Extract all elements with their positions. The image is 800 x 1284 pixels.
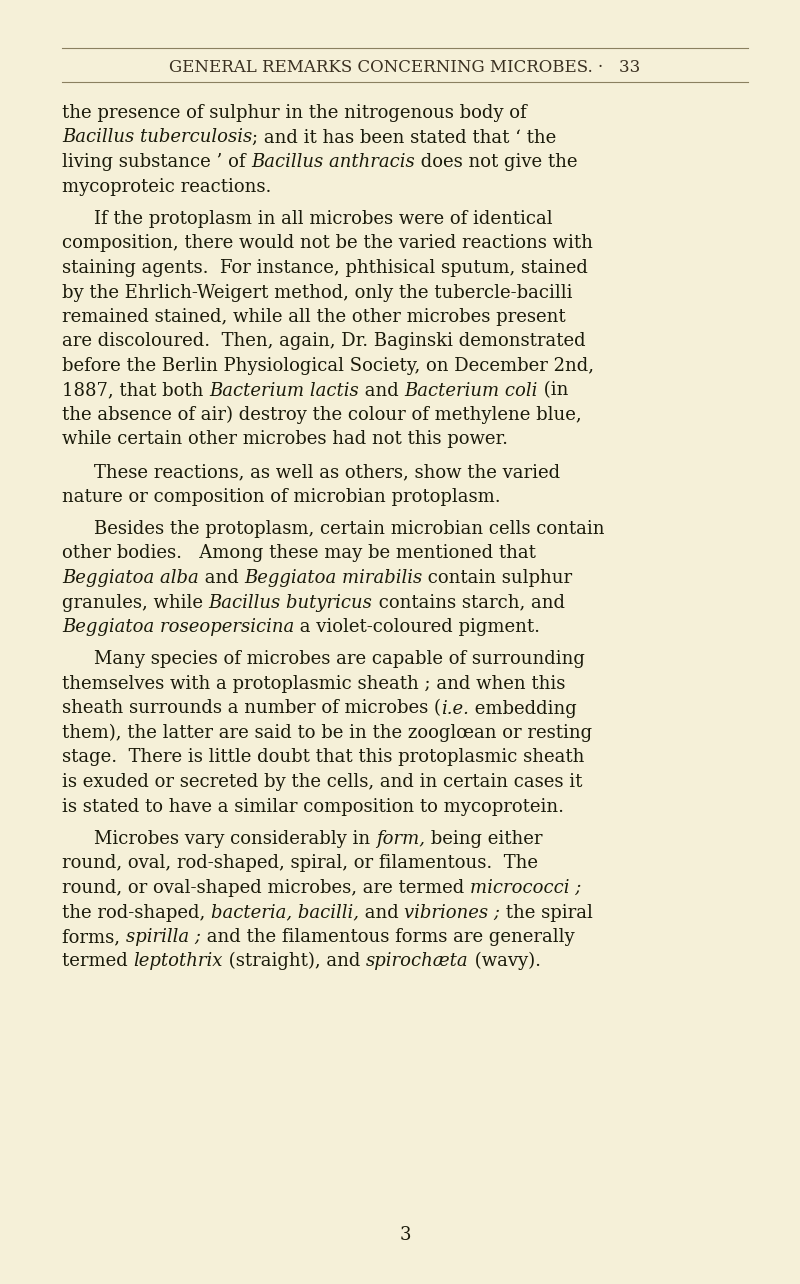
Text: are discoloured.  Then, again, Dr. Baginski demonstrated: are discoloured. Then, again, Dr. Bagins… — [62, 333, 586, 351]
Text: and: and — [198, 569, 244, 587]
Text: Bacterium lactis: Bacterium lactis — [209, 381, 359, 399]
Text: i.e.: i.e. — [441, 700, 469, 718]
Text: Beggiatoa mirabilis: Beggiatoa mirabilis — [244, 569, 422, 587]
Text: ; and it has been stated that ‘ the: ; and it has been stated that ‘ the — [252, 128, 557, 146]
Text: is exuded or secreted by the cells, and in certain cases it: is exuded or secreted by the cells, and … — [62, 773, 582, 791]
Text: termed: termed — [62, 953, 134, 971]
Text: Bacillus anthracis: Bacillus anthracis — [251, 153, 415, 171]
Text: If the protoplasm in all microbes were of identical: If the protoplasm in all microbes were o… — [94, 211, 553, 229]
Text: leptothrix: leptothrix — [134, 953, 223, 971]
Text: and the filamentous forms are generally: and the filamentous forms are generally — [201, 928, 574, 946]
Text: (straight), and: (straight), and — [223, 953, 366, 971]
Text: embedding: embedding — [469, 700, 577, 718]
Text: GENERAL REMARKS CONCERNING MICROBES. ·   33: GENERAL REMARKS CONCERNING MICROBES. · 3… — [170, 59, 641, 76]
Text: forms,: forms, — [62, 928, 126, 946]
Text: mycoproteic reactions.: mycoproteic reactions. — [62, 177, 271, 195]
Text: (wavy).: (wavy). — [469, 953, 541, 971]
Text: remained stained, while all the other microbes present: remained stained, while all the other mi… — [62, 308, 566, 326]
Text: composition, there would not be the varied reactions with: composition, there would not be the vari… — [62, 235, 593, 253]
Text: vibriones ;: vibriones ; — [405, 904, 501, 922]
Text: is stated to have a similar composition to mycoprotein.: is stated to have a similar composition … — [62, 797, 564, 815]
Text: and: and — [359, 381, 404, 399]
Text: round, or oval-shaped microbes, are termed: round, or oval-shaped microbes, are term… — [62, 880, 470, 898]
Text: granules, while: granules, while — [62, 593, 209, 611]
Text: Bacillus butyricus: Bacillus butyricus — [209, 593, 373, 611]
Text: bacteria, bacilli,: bacteria, bacilli, — [211, 904, 359, 922]
Text: living substance ’ of: living substance ’ of — [62, 153, 251, 171]
Text: Besides the protoplasm, certain microbian cells contain: Besides the protoplasm, certain microbia… — [94, 520, 605, 538]
Text: Beggiatoa roseopersicina: Beggiatoa roseopersicina — [62, 618, 294, 636]
Text: being either: being either — [425, 829, 542, 847]
Text: stage.  There is little doubt that this protoplasmic sheath: stage. There is little doubt that this p… — [62, 749, 584, 767]
Text: Bacterium coli: Bacterium coli — [404, 381, 538, 399]
Text: nature or composition of microbian protoplasm.: nature or composition of microbian proto… — [62, 488, 501, 506]
Text: (in: (in — [538, 381, 568, 399]
Text: while certain other microbes had not this power.: while certain other microbes had not thi… — [62, 430, 508, 448]
Text: and: and — [359, 904, 405, 922]
Text: form,: form, — [376, 829, 425, 847]
Text: 1887, that both: 1887, that both — [62, 381, 209, 399]
Text: round, oval, rod-shaped, spiral, or filamentous.  The: round, oval, rod-shaped, spiral, or fila… — [62, 854, 538, 873]
Text: by the Ehrlich-Weigert method, only the tubercle-bacilli: by the Ehrlich-Weigert method, only the … — [62, 284, 573, 302]
Text: before the Berlin Physiological Society, on December 2nd,: before the Berlin Physiological Society,… — [62, 357, 594, 375]
Text: themselves with a protoplasmic sheath ; and when this: themselves with a protoplasmic sheath ; … — [62, 675, 566, 693]
Text: spirilla ;: spirilla ; — [126, 928, 201, 946]
Text: the absence of air) destroy the colour of methylene blue,: the absence of air) destroy the colour o… — [62, 406, 582, 424]
Text: 3: 3 — [399, 1226, 410, 1244]
Text: Beggiatoa alba: Beggiatoa alba — [62, 569, 198, 587]
Text: a violet-coloured pigment.: a violet-coloured pigment. — [294, 618, 540, 636]
Text: does not give the: does not give the — [415, 153, 578, 171]
Text: These reactions, as well as others, show the varied: These reactions, as well as others, show… — [94, 464, 560, 482]
Text: Microbes vary considerably in: Microbes vary considerably in — [94, 829, 376, 847]
Text: the spiral: the spiral — [501, 904, 594, 922]
Text: Many species of microbes are capable of surrounding: Many species of microbes are capable of … — [94, 651, 585, 669]
Text: Bacillus tuberculosis: Bacillus tuberculosis — [62, 128, 252, 146]
Text: staining agents.  For instance, phthisical sputum, stained: staining agents. For instance, phthisica… — [62, 259, 588, 277]
Text: them), the latter are said to be in the zooglœan or resting: them), the latter are said to be in the … — [62, 724, 592, 742]
Text: contains starch, and: contains starch, and — [373, 593, 565, 611]
Text: the presence of sulphur in the nitrogenous body of: the presence of sulphur in the nitrogeno… — [62, 104, 526, 122]
Text: micrococci ;: micrococci ; — [470, 880, 582, 898]
Text: sheath surrounds a number of microbes (: sheath surrounds a number of microbes ( — [62, 700, 441, 718]
Text: spirochæta: spirochæta — [366, 953, 469, 971]
Text: other bodies.   Among these may be mentioned that: other bodies. Among these may be mention… — [62, 544, 536, 562]
Text: the rod-shaped,: the rod-shaped, — [62, 904, 211, 922]
Text: contain sulphur: contain sulphur — [422, 569, 573, 587]
